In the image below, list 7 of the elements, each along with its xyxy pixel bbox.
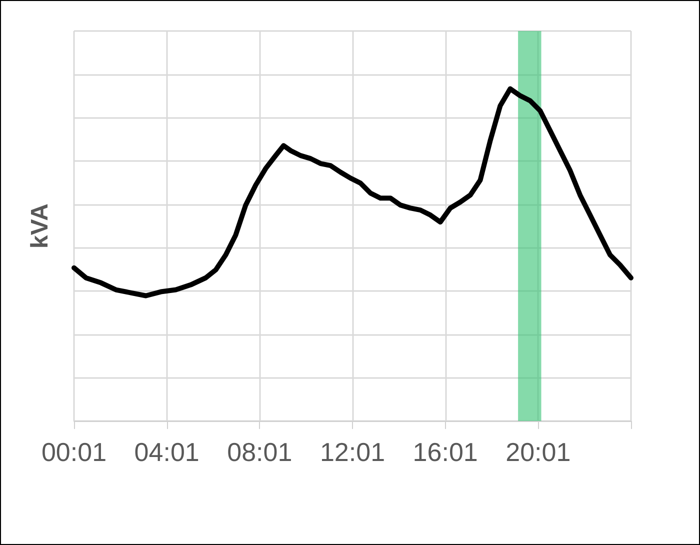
x-tick-label: 08:01 <box>227 437 292 467</box>
x-tick-label: 04:01 <box>134 437 200 467</box>
y-axis-title: kVA <box>26 204 54 248</box>
x-tick-label: 00:01 <box>41 437 107 467</box>
x-tick-label: 20:01 <box>506 437 571 467</box>
x-tick-label: 12:01 <box>320 437 386 467</box>
x-tick-label: 16:01 <box>412 437 478 467</box>
